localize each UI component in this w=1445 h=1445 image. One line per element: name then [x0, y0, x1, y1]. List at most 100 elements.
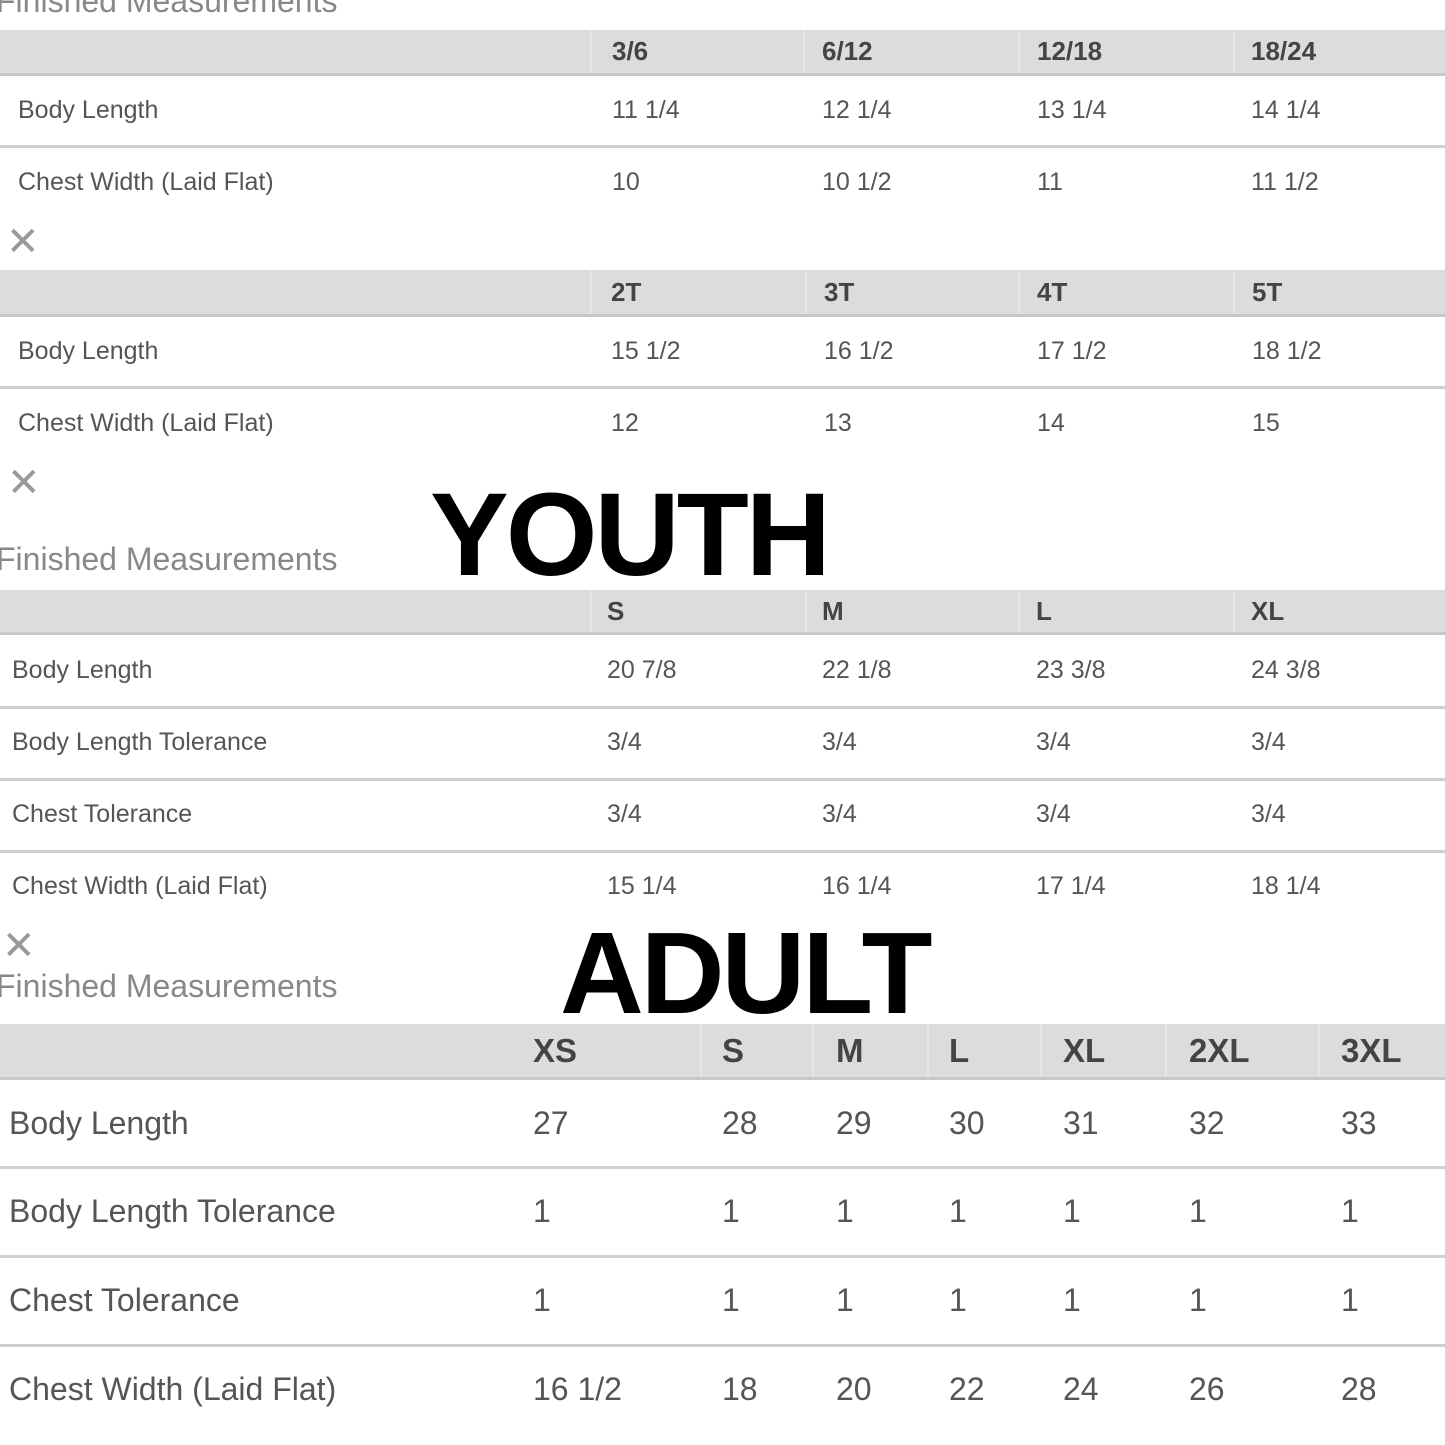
measurement-value: 16 1/2: [824, 336, 894, 365]
table-row: Body Length Tolerance 3/4 3/4 3/4 3/4: [0, 707, 1445, 777]
measurement-value: 33: [1341, 1104, 1377, 1141]
measurement-value: 14 1/4: [1251, 95, 1321, 124]
size-header: S: [722, 1031, 745, 1069]
table-row: Body Length 15 1/2 16 1/2 17 1/2 18 1/2: [0, 316, 1445, 386]
table-row: Chest Tolerance 1 1 1 1 1 1 1: [0, 1257, 1445, 1343]
measurement-value: 15 1/2: [611, 336, 681, 365]
measurement-value: 28: [722, 1104, 758, 1141]
row-divider: [0, 850, 1445, 853]
measurement-value: 18 1/2: [1252, 336, 1322, 365]
column-divider: [812, 1024, 814, 1077]
table-header: 3/6 6/12 12/18 18/24: [0, 30, 1445, 76]
column-divider: [590, 30, 592, 73]
size-header: XL: [1251, 595, 1285, 626]
measurement-value: 3/4: [822, 799, 857, 828]
table-row: Body Length Tolerance 1 1 1 1 1 1 1: [0, 1168, 1445, 1254]
measurement-value: 10: [612, 167, 640, 196]
row-divider: [0, 778, 1445, 781]
table-row: Body Length 27 28 29 30 31 32 33: [0, 1080, 1445, 1166]
table-row: Chest Width (Laid Flat) 10 10 1/2 11 11 1/2: [0, 147, 1445, 217]
measurement-value: 16 1/4: [822, 871, 892, 900]
measurement-value: 3/4: [1036, 727, 1071, 756]
column-divider: [1018, 270, 1020, 314]
row-label: Body Length Tolerance: [12, 727, 268, 756]
measurement-value: 22 1/8: [822, 655, 892, 684]
measurement-value: 3/4: [822, 727, 857, 756]
column-divider: [803, 30, 805, 73]
row-divider: [0, 1166, 1445, 1169]
size-header: M: [822, 595, 844, 626]
measurement-value: 3/4: [1251, 799, 1286, 828]
column-divider: [1165, 1024, 1167, 1077]
column-divider: [1233, 590, 1235, 632]
column-divider: [805, 590, 807, 632]
column-divider: [1018, 30, 1020, 73]
column-divider: [805, 270, 807, 314]
size-header: 4T: [1037, 276, 1068, 307]
measurement-value: 20 7/8: [607, 655, 677, 684]
measurement-value: 24 3/8: [1251, 655, 1321, 684]
column-divider: [1233, 270, 1235, 314]
measurement-value: 17 1/2: [1037, 336, 1107, 365]
measurement-value: 11 1/2: [1251, 167, 1319, 196]
column-divider: [590, 590, 592, 632]
measurement-value: 3/4: [1251, 727, 1286, 756]
measurement-value: 28: [1341, 1370, 1377, 1407]
size-header: 18/24: [1251, 36, 1317, 66]
measurement-value: 10 1/2: [822, 167, 892, 196]
measurement-value: 1: [1063, 1281, 1081, 1318]
close-icon[interactable]: ✕: [2, 924, 36, 968]
row-label: Body Length: [18, 95, 159, 124]
size-header: 2XL: [1189, 1031, 1250, 1069]
size-header: 5T: [1252, 276, 1283, 307]
size-header: XS: [533, 1031, 578, 1069]
measurement-value: 15 1/4: [607, 871, 677, 900]
measurement-value: 13: [824, 408, 852, 437]
close-icon[interactable]: ✕: [7, 461, 41, 505]
table-row: Body Length 11 1/4 12 1/4 13 1/4 14 1/4: [0, 75, 1445, 145]
size-header: 3XL: [1341, 1031, 1402, 1069]
measurement-value: 1: [1189, 1192, 1207, 1229]
measurement-value: 24: [1063, 1370, 1099, 1407]
measurement-value: 13 1/4: [1037, 95, 1107, 124]
row-label: Chest Width (Laid Flat): [9, 1370, 337, 1407]
column-divider: [1018, 590, 1020, 632]
size-header: XL: [1063, 1031, 1106, 1069]
table-header: 2T 3T 4T 5T: [0, 270, 1445, 317]
size-header: 12/18: [1037, 36, 1103, 66]
column-divider: [700, 1024, 702, 1077]
table-row: Body Length 20 7/8 22 1/8 23 3/8 24 3/8: [0, 635, 1445, 705]
measurement-value: 12 1/4: [822, 95, 892, 124]
column-divider: [927, 1024, 929, 1077]
measurement-value: 14: [1037, 408, 1065, 437]
close-icon[interactable]: ✕: [6, 220, 40, 264]
category-label: ADULT: [560, 908, 932, 1038]
section-title: Finished Measurements: [0, 968, 338, 1004]
table-row: Chest Width (Laid Flat) 16 1/2 18 20 22 24 26 2…: [0, 1346, 1445, 1432]
size-header: S: [607, 595, 625, 626]
measurement-value: 22: [949, 1370, 985, 1407]
row-label: Body Length: [18, 336, 159, 365]
measurement-value: 17 1/4: [1036, 871, 1106, 900]
measurement-value: 23 3/8: [1036, 655, 1106, 684]
size-header: 3T: [824, 276, 855, 307]
row-label: Body Length: [9, 1104, 189, 1141]
measurement-value: 3/4: [1036, 799, 1071, 828]
measurement-value: 32: [1189, 1104, 1225, 1141]
measurement-value: 1: [533, 1192, 551, 1229]
measurement-value: 1: [949, 1281, 967, 1318]
column-divider: [1233, 30, 1235, 73]
row-divider: [0, 1344, 1445, 1347]
measurement-value: 1: [949, 1192, 967, 1229]
column-divider: [1318, 1024, 1320, 1077]
row-divider: [0, 1255, 1445, 1258]
size-header: L: [949, 1031, 970, 1069]
row-divider: [0, 145, 1445, 148]
row-divider: [0, 386, 1445, 389]
measurement-value: 20: [836, 1370, 872, 1407]
measurement-value: 1: [836, 1281, 854, 1318]
row-label: Chest Tolerance: [9, 1281, 240, 1318]
column-divider: [1040, 1024, 1042, 1077]
size-header: 3/6: [612, 36, 649, 66]
measurement-value: 18 1/4: [1251, 871, 1321, 900]
